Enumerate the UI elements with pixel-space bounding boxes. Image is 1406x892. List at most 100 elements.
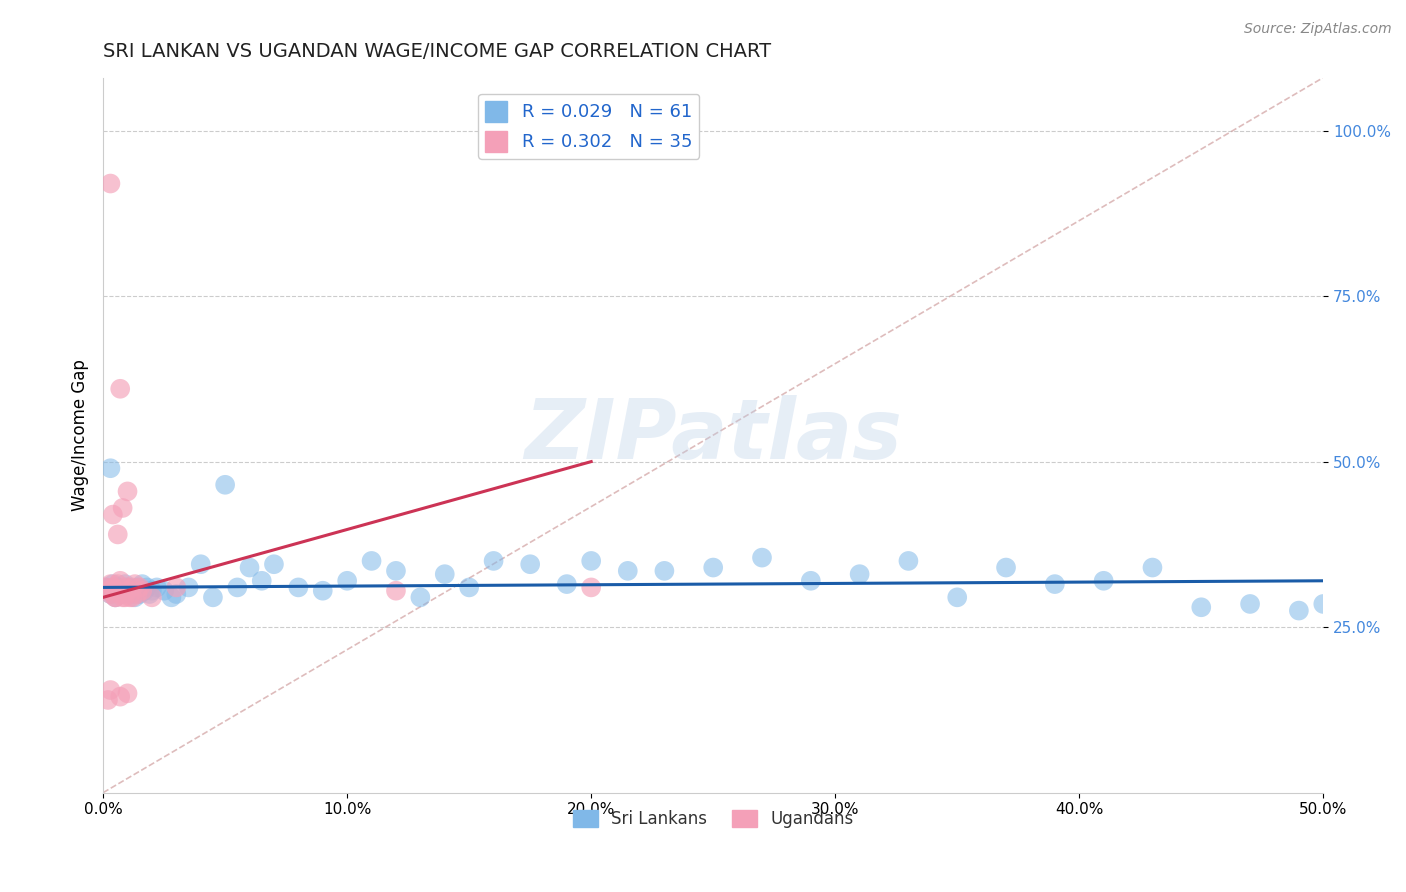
Point <box>897 554 920 568</box>
Text: Source: ZipAtlas.com: Source: ZipAtlas.com <box>1244 22 1392 37</box>
Point <box>800 574 823 588</box>
Point <box>97 693 120 707</box>
Point <box>121 587 143 601</box>
Point <box>114 591 136 605</box>
Point <box>128 587 150 601</box>
Point <box>1312 597 1334 611</box>
Point <box>946 591 969 605</box>
Point <box>114 577 136 591</box>
Point <box>108 574 131 588</box>
Point <box>104 591 127 605</box>
Point <box>104 591 127 605</box>
Point <box>409 591 432 605</box>
Point <box>250 574 273 588</box>
Point <box>336 574 359 588</box>
Point <box>104 583 127 598</box>
Point <box>100 587 122 601</box>
Point <box>97 583 120 598</box>
Point <box>128 581 150 595</box>
Point <box>160 591 183 605</box>
Point <box>111 587 134 601</box>
Point <box>136 581 159 595</box>
Point <box>117 686 139 700</box>
Point <box>127 587 149 601</box>
Point <box>134 583 156 598</box>
Point <box>107 581 129 595</box>
Point <box>124 591 146 605</box>
Point <box>117 484 139 499</box>
Point <box>579 581 602 595</box>
Point <box>190 558 212 572</box>
Y-axis label: Wage/Income Gap: Wage/Income Gap <box>72 359 89 511</box>
Point <box>97 583 120 598</box>
Point <box>201 591 224 605</box>
Point <box>385 564 408 578</box>
Point <box>104 591 127 605</box>
Point <box>579 554 602 568</box>
Point <box>263 558 285 572</box>
Point <box>146 581 169 595</box>
Point <box>108 382 131 396</box>
Point <box>114 581 136 595</box>
Point <box>165 581 187 595</box>
Point <box>131 583 153 598</box>
Point <box>100 683 122 698</box>
Point <box>124 577 146 591</box>
Point <box>751 550 773 565</box>
Point <box>702 560 724 574</box>
Point <box>94 581 117 595</box>
Point <box>1189 600 1212 615</box>
Point <box>238 560 260 574</box>
Point <box>117 583 139 598</box>
Point <box>482 554 505 568</box>
Point <box>111 591 134 605</box>
Point <box>131 577 153 591</box>
Point <box>101 577 124 591</box>
Point <box>458 581 481 595</box>
Point <box>108 690 131 704</box>
Point <box>433 567 456 582</box>
Point <box>127 581 149 595</box>
Point <box>107 527 129 541</box>
Point <box>287 581 309 595</box>
Point <box>226 581 249 595</box>
Point <box>1288 604 1310 618</box>
Point <box>153 583 176 598</box>
Point <box>385 583 408 598</box>
Point <box>117 581 139 595</box>
Point <box>312 583 335 598</box>
Point <box>654 564 676 578</box>
Text: SRI LANKAN VS UGANDAN WAGE/INCOME GAP CORRELATION CHART: SRI LANKAN VS UGANDAN WAGE/INCOME GAP CO… <box>103 42 772 61</box>
Point <box>360 554 382 568</box>
Point <box>100 177 122 191</box>
Point <box>94 581 117 595</box>
Point <box>141 591 163 605</box>
Point <box>121 581 143 595</box>
Point <box>107 577 129 591</box>
Point <box>555 577 578 591</box>
Point <box>108 583 131 598</box>
Legend: Sri Lankans, Ugandans: Sri Lankans, Ugandans <box>567 803 860 834</box>
Point <box>118 591 141 605</box>
Point <box>141 583 163 598</box>
Point <box>848 567 870 582</box>
Point <box>177 581 200 595</box>
Point <box>165 587 187 601</box>
Point <box>100 461 122 475</box>
Point <box>519 558 541 572</box>
Point <box>118 583 141 598</box>
Point <box>111 500 134 515</box>
Point <box>100 587 122 601</box>
Point <box>138 587 160 601</box>
Point <box>1142 560 1164 574</box>
Point <box>1092 574 1115 588</box>
Point <box>1043 577 1066 591</box>
Point <box>214 477 236 491</box>
Point <box>995 560 1018 574</box>
Point <box>121 591 143 605</box>
Point <box>101 581 124 595</box>
Point <box>617 564 640 578</box>
Point <box>101 508 124 522</box>
Text: ZIPatlas: ZIPatlas <box>524 394 903 475</box>
Point <box>1239 597 1261 611</box>
